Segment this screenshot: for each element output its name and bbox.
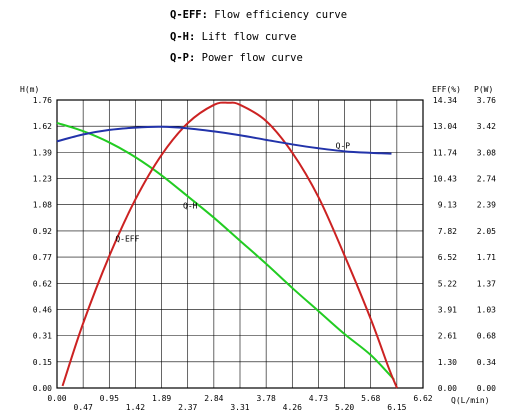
y-tick-label-power: 2.05 bbox=[477, 227, 496, 236]
y-tick-label-eff: 5.22 bbox=[438, 279, 457, 288]
y-tick-label-power: 3.08 bbox=[477, 148, 496, 157]
y-tick-label-eff: 10.43 bbox=[433, 175, 457, 184]
legend: Q-EFF: Flow efficiency curve Q-H: Lift f… bbox=[170, 8, 347, 73]
y-tick-label-eff: 11.74 bbox=[433, 148, 457, 157]
x-tick-label-upper: 2.84 bbox=[204, 394, 223, 403]
legend-text: Flow efficiency curve bbox=[214, 9, 348, 21]
legend-key: Q-P: bbox=[170, 52, 196, 64]
y-tick-label-eff: 1.30 bbox=[438, 358, 457, 367]
x-tick-label-lower: 5.20 bbox=[335, 403, 354, 412]
series-label: Q-EFF bbox=[115, 235, 139, 244]
x-tick-label-lower: 6.15 bbox=[387, 403, 406, 412]
y-tick-label-eff: 6.52 bbox=[438, 253, 457, 262]
x-tick-label-upper: 0.95 bbox=[100, 394, 119, 403]
y-tick-label-left: 0.92 bbox=[33, 227, 52, 236]
x-tick-label-upper: 3.78 bbox=[257, 394, 276, 403]
y-tick-label-left: 0.77 bbox=[33, 253, 52, 262]
legend-key: Q-EFF: bbox=[170, 9, 208, 21]
x-tick-label-lower: 1.42 bbox=[126, 403, 145, 412]
y-tick-label-eff: 2.61 bbox=[438, 332, 457, 341]
x-tick-label-upper: 5.68 bbox=[361, 394, 380, 403]
y-tick-label-power: 3.76 bbox=[477, 96, 496, 105]
legend-text: Lift flow curve bbox=[201, 30, 297, 43]
y-tick-label-left: 1.62 bbox=[33, 122, 52, 131]
y-tick-label-power: 1.71 bbox=[477, 253, 496, 262]
y-tick-label-power: 0.34 bbox=[477, 358, 496, 367]
x-tick-label-upper: 6.62 bbox=[413, 394, 432, 403]
y-tick-label-power: 2.74 bbox=[477, 175, 496, 184]
legend-item: Q-H: Lift flow curve bbox=[170, 30, 347, 52]
x-tick-label-upper: 4.73 bbox=[309, 394, 328, 403]
y-tick-label-left: 0.15 bbox=[33, 358, 52, 367]
y-tick-label-power: 0.68 bbox=[477, 332, 496, 341]
y-tick-label-eff: 14.34 bbox=[433, 96, 457, 105]
y-tick-label-power: 1.03 bbox=[477, 305, 496, 314]
series-label: Q-H bbox=[183, 202, 198, 211]
y-tick-label-left: 1.08 bbox=[33, 201, 52, 210]
x-tick-label-lower: 3.31 bbox=[230, 403, 249, 412]
y-tick-label-power: 0.00 bbox=[477, 384, 496, 393]
legend-item: Q-EFF: Flow efficiency curve bbox=[170, 8, 347, 30]
y-tick-label-eff: 7.82 bbox=[438, 227, 457, 236]
series-line-q-h bbox=[56, 121, 395, 381]
x-axis-label: Q(L/min) bbox=[451, 396, 490, 405]
y-tick-label-eff: 0.00 bbox=[438, 384, 457, 393]
y-tick-label-left: 0.31 bbox=[33, 332, 52, 341]
y-axis-label-eff: EFF(%) bbox=[432, 85, 461, 94]
x-tick-label-upper: 0.00 bbox=[47, 394, 66, 403]
y-axis-label-power: P(W) bbox=[474, 85, 493, 94]
series-line-q-eff bbox=[61, 101, 398, 389]
y-tick-label-left: 0.62 bbox=[33, 279, 52, 288]
legend-text: Power flow curve bbox=[201, 52, 303, 64]
y-tick-label-eff: 13.04 bbox=[433, 122, 457, 131]
legend-key: Q-H: bbox=[170, 30, 196, 43]
legend-item: Q-P: Power flow curve bbox=[170, 51, 347, 73]
y-tick-label-left: 0.46 bbox=[33, 305, 52, 314]
x-tick-label-lower: 2.37 bbox=[178, 403, 197, 412]
plot-frame bbox=[56, 99, 424, 389]
y-axis-label-left: H(m) bbox=[20, 85, 39, 94]
y-tick-label-eff: 3.91 bbox=[438, 305, 457, 314]
x-tick-label-lower: 0.47 bbox=[74, 403, 93, 412]
y-tick-label-left: 1.39 bbox=[33, 148, 52, 157]
y-tick-label-power: 3.42 bbox=[477, 122, 496, 131]
y-tick-label-power: 2.39 bbox=[477, 201, 496, 210]
y-tick-label-power: 1.37 bbox=[477, 279, 496, 288]
x-tick-label-upper: 1.89 bbox=[152, 394, 171, 403]
series-label: Q-P bbox=[336, 142, 351, 151]
series-line-q-p bbox=[56, 125, 392, 155]
y-tick-label-left: 0.00 bbox=[33, 384, 52, 393]
y-tick-label-left: 1.23 bbox=[33, 175, 52, 184]
y-tick-label-eff: 9.13 bbox=[438, 201, 457, 210]
x-tick-label-lower: 4.26 bbox=[283, 403, 302, 412]
y-tick-label-left: 1.76 bbox=[33, 96, 52, 105]
